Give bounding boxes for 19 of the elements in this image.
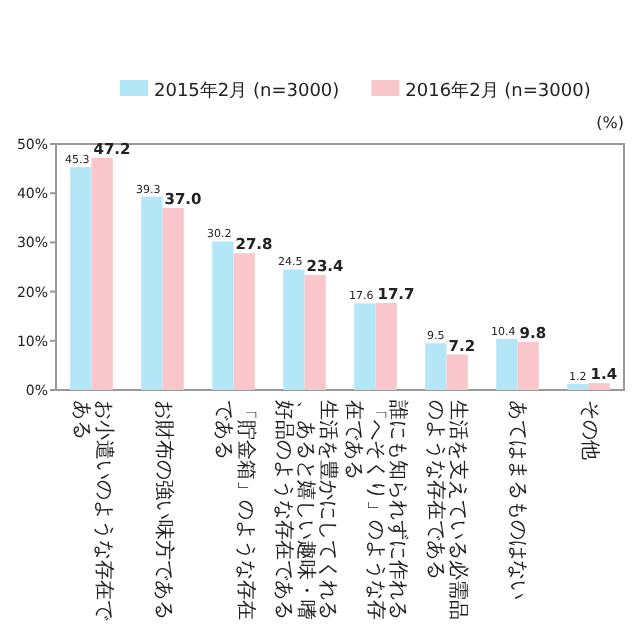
bar [567,384,589,390]
bar [517,341,539,390]
bar [70,167,92,390]
bar [283,269,305,390]
bar [496,338,518,390]
legend-label: 2016年2月 (n=3000) [405,80,591,102]
bar [212,241,234,390]
bar [304,274,326,390]
bar [354,303,376,390]
bar [91,157,113,390]
bar [425,343,447,390]
bar [375,302,397,390]
bar [141,196,163,390]
bar [233,253,255,390]
legend-label: 2015年2月 (n=3000) [154,80,340,102]
bar [588,383,610,390]
bar [446,354,468,390]
y-axis-title: (%) [596,114,624,132]
bar [162,207,184,390]
